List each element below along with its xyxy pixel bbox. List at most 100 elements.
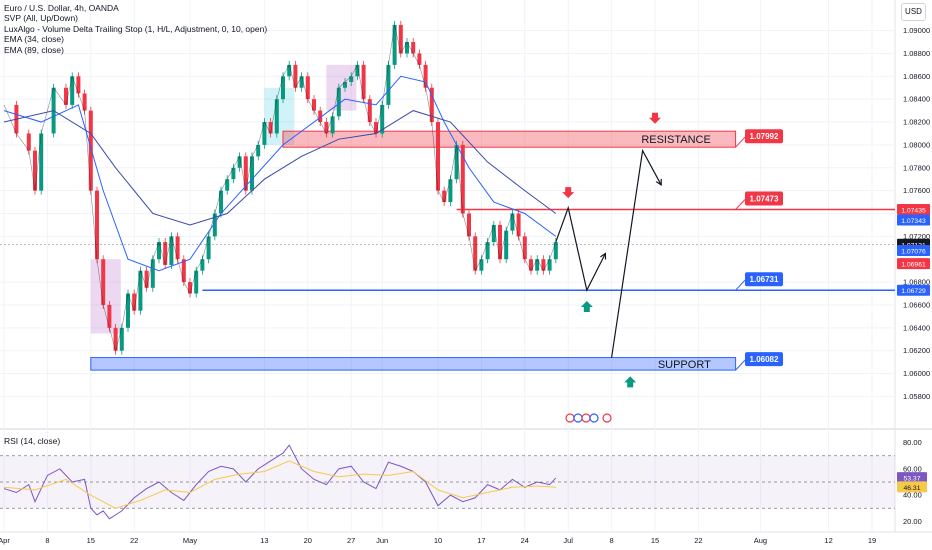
price-tick-label: 1.06200: [903, 346, 930, 355]
event-flag-icon[interactable]: [589, 413, 599, 423]
indicator-svp[interactable]: SVP (All, Up/Down): [4, 13, 79, 24]
teal-arrow-support: [624, 376, 637, 388]
candle-body: [374, 122, 378, 134]
currency-button[interactable]: USD: [901, 3, 926, 21]
price-badge: [897, 245, 930, 257]
candle-body: [504, 230, 509, 260]
candle-body: [349, 76, 354, 83]
candle-body: [268, 122, 273, 134]
candle-body: [181, 259, 186, 283]
candle-body: [225, 179, 230, 191]
candle-body: [26, 133, 31, 151]
time-tick-label: 24: [521, 536, 529, 545]
tag-box: [745, 352, 783, 367]
price-badge: [897, 203, 930, 215]
candle-body: [70, 76, 75, 105]
candle-body: [392, 24, 397, 65]
candle-body: [361, 64, 366, 100]
economic-events[interactable]: [565, 413, 612, 423]
candle-body: [355, 64, 360, 77]
time-tick-label: 15: [87, 536, 95, 545]
price-tick-label: 1.08800: [903, 49, 930, 58]
price-tick-label: 1.06400: [903, 323, 930, 332]
candle-body: [82, 93, 87, 111]
candle-body: [553, 242, 558, 260]
rsi-badge: [897, 472, 927, 484]
time-tick-label: 13: [260, 536, 268, 545]
time-tick-label: 19: [868, 536, 876, 545]
candle-body: [485, 242, 490, 260]
candle-body: [436, 122, 440, 191]
candle-body: [510, 213, 515, 231]
candle-body: [417, 53, 422, 65]
blue-level-tag: 1.06731: [735, 272, 783, 291]
indicator-ema89[interactable]: EMA (89, close): [4, 44, 64, 55]
tag-connector: [735, 359, 746, 371]
event-flag-icon[interactable]: [602, 413, 612, 423]
time-tick-label: 10: [434, 536, 442, 545]
candle-body: [448, 179, 453, 203]
teal-arrow-level: [580, 300, 593, 312]
rsi-tick-label: 20.00: [903, 517, 922, 526]
candle-body: [39, 133, 44, 191]
price-badge-text: 1.07343: [901, 218, 926, 225]
price-tick-label: 1.06000: [903, 369, 930, 378]
volume-profile-block: [326, 64, 357, 111]
symbol-title[interactable]: Euro / U.S. Dollar, 4h, OANDA: [4, 3, 119, 13]
candle-body: [367, 99, 372, 123]
time-tick-label: Jun: [376, 536, 388, 545]
price-tick-label: 1.09000: [903, 26, 930, 35]
candle-body: [194, 270, 199, 294]
candle-body: [188, 282, 192, 294]
price-badge-text: 1.07076: [901, 249, 926, 256]
rsi-badge-text: 53.37: [903, 476, 920, 483]
event-flag-icon[interactable]: [573, 413, 583, 423]
rsi-line: [3, 444, 557, 520]
candle-body: [460, 144, 465, 214]
projection-path-2: [611, 148, 662, 358]
candle-body: [429, 87, 434, 123]
candle-body: [237, 156, 242, 168]
candle-body: [107, 304, 112, 328]
indicator-ema34[interactable]: EMA (34, close): [4, 34, 64, 45]
candle-body: [293, 64, 298, 88]
rsi-title[interactable]: RSI (14, close): [4, 436, 61, 446]
candle-body: [144, 270, 149, 288]
candle-body: [157, 242, 161, 260]
price-badge: [897, 258, 930, 270]
price-badge-text: 1.06729: [901, 288, 926, 295]
candle-body: [498, 224, 502, 260]
candle-body: [113, 327, 118, 351]
resistance-label: RESISTANCE: [641, 134, 710, 146]
tag-connector: [735, 279, 746, 291]
price-badge-text: 1.07435: [901, 207, 926, 214]
ema89-line: [3, 110, 557, 226]
candle-body: [175, 236, 180, 260]
candle-body: [547, 259, 552, 271]
indicator-luxalgo[interactable]: LuxAlgo - Volume Delta Trailing Stop (1,…: [4, 23, 268, 34]
rsi-tick-label: 60.00: [903, 464, 922, 473]
candle-body: [250, 156, 254, 191]
projection-arrowhead: [600, 252, 607, 260]
event-flag-icon[interactable]: [581, 413, 591, 423]
time-tick-label: Aug: [754, 536, 767, 545]
candle-body: [101, 259, 106, 305]
candle-body: [88, 110, 93, 191]
volume-profile-block: [264, 87, 295, 145]
event-flag-icon[interactable]: [565, 413, 575, 423]
candle-body: [411, 42, 416, 54]
candle-body: [535, 259, 540, 271]
candle-body: [150, 259, 155, 288]
candle-body: [163, 242, 168, 265]
projection-path: [555, 205, 606, 292]
tag-box: [745, 272, 783, 287]
candle-body: [219, 190, 223, 214]
candle-body: [287, 64, 292, 77]
chart-legend: Euro / U.S. Dollar, 4h, OANDA SVP (All, …: [4, 3, 267, 55]
time-tick-label: Jul: [563, 536, 573, 545]
price-tick-label: 1.08400: [903, 95, 930, 104]
tag-connector: [735, 199, 746, 210]
support-label: SUPPORT: [658, 359, 711, 371]
candle-body: [312, 99, 316, 111]
